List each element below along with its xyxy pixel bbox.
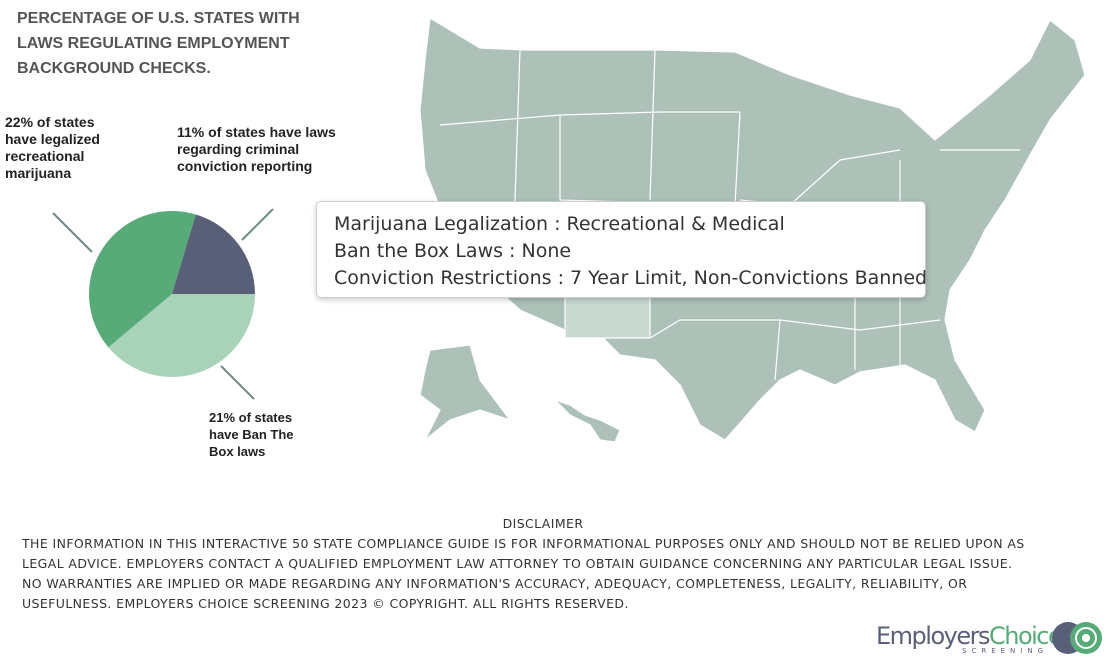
label-line: marijuana xyxy=(5,165,72,181)
disclaimer-line: NO WARRANTIES ARE IMPLIED OR MADE REGARD… xyxy=(22,576,968,591)
logo: EmployersChoice xyxy=(876,622,1063,650)
tooltip-line: Marijuana Legalization : Recreational & … xyxy=(334,213,785,235)
disclaimer-title: DISCLAIMER xyxy=(502,516,584,531)
tooltip: Marijuana Legalization : Recreational & … xyxy=(316,201,928,298)
hawaii[interactable] xyxy=(554,399,621,443)
label-line: conviction reporting xyxy=(177,158,313,174)
logo-word: Employers xyxy=(876,622,990,650)
logo-icon xyxy=(1052,622,1102,654)
logo-tagline: SCREENING xyxy=(962,647,1049,655)
alaska[interactable] xyxy=(419,344,512,441)
label-line: Box laws xyxy=(209,444,266,459)
title-line: LAWS REGULATING EMPLOYMENT xyxy=(17,35,290,52)
disclaimer-line: USEFULNESS. EMPLOYERS CHOICE SCREENING 2… xyxy=(22,596,629,611)
pie-slice xyxy=(172,214,255,294)
tooltip-line: Conviction Restrictions : 7 Year Limit, … xyxy=(334,267,928,289)
label-line: recreational xyxy=(5,148,85,164)
disclaimer-line: THE INFORMATION IN THIS INTERACTIVE 50 S… xyxy=(22,536,1025,551)
tooltip-line: Ban the Box Laws : None xyxy=(334,240,572,262)
title: PERCENTAGE OF U.S. STATES WITH LAWS REGUL… xyxy=(17,6,300,81)
pie xyxy=(89,211,256,377)
label-line: 11% of states have laws xyxy=(177,124,336,140)
label: 11% of states have laws regarding crimina… xyxy=(177,124,336,175)
title-line: BACKGROUND CHECKS. xyxy=(17,60,211,77)
disclaimer: THE INFORMATION IN THIS INTERACTIVE 50 S… xyxy=(22,534,1025,614)
logo-word: Choice xyxy=(988,622,1063,650)
pie-slice xyxy=(89,211,196,348)
label-line: regarding criminal xyxy=(177,141,300,157)
title-line: PERCENTAGE OF U.S. STATES WITH xyxy=(17,10,300,27)
label-line: 22% of states xyxy=(5,114,95,130)
label: 22% of states have legalized recreational m… xyxy=(5,114,100,182)
label-line: have legalized xyxy=(5,131,100,147)
pie-slice xyxy=(108,294,256,377)
leader-lines xyxy=(52,208,274,400)
label-line: have Ban The xyxy=(209,427,294,442)
label: 21% of states have Ban The Box laws xyxy=(209,409,294,460)
label-line: 21% of states xyxy=(209,410,293,425)
disclaimer-line: LEGAL ADVICE. EMPLOYERS CONTACT A QUALIF… xyxy=(22,556,1013,571)
